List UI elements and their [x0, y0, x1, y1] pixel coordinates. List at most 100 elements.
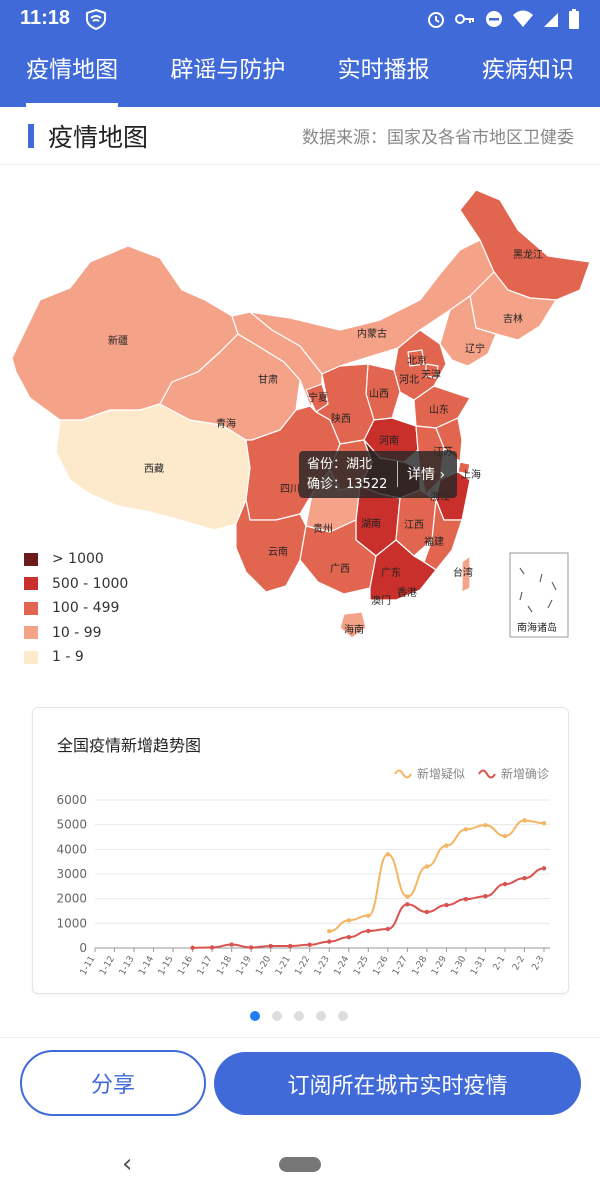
trend-chart-title: 全国疫情新增趋势图: [57, 736, 202, 755]
x-tick-label: 1-19: [235, 954, 254, 977]
x-tick-label: 2-3: [531, 955, 547, 973]
tab-live-report[interactable]: 实时播报: [337, 57, 430, 83]
battery-icon: [569, 8, 579, 29]
x-tick-label: 1-11: [79, 955, 98, 978]
legend-item[interactable]: 500 - 1000: [24, 572, 128, 597]
series-point-1: [346, 934, 351, 940]
subscribe-city-button[interactable]: 订阅所在城市实时疫情: [214, 1052, 581, 1115]
x-tick-label: 1-27: [391, 955, 410, 978]
legend-item[interactable]: 1 - 9: [24, 645, 128, 670]
legend-label: 10 - 99: [52, 624, 102, 641]
tab-rumor-protection[interactable]: 辟谣与防护: [170, 57, 286, 83]
pager-dot[interactable]: [294, 1011, 304, 1021]
map-label-fujian: 福建: [424, 535, 444, 548]
legend-label: 100 - 499: [52, 600, 120, 617]
x-tick-label: 1-14: [137, 954, 156, 977]
series-point-0: [541, 820, 547, 826]
legend-item[interactable]: > 1000: [24, 547, 128, 572]
y-tick-label: 3000: [56, 867, 87, 881]
x-tick-label: 1-31: [469, 955, 488, 978]
series-point-0: [444, 843, 449, 848]
tab-epidemic-map[interactable]: 疫情地图: [20, 37, 124, 107]
province-hainan[interactable]: [339, 611, 367, 639]
series-point-0: [385, 852, 391, 857]
series-line-0: [329, 819, 545, 933]
tooltip-detail-link[interactable]: 详情 ›: [407, 467, 446, 483]
pager-dot[interactable]: [338, 1011, 348, 1021]
y-tick-label: 2000: [56, 892, 87, 906]
tooltip-divider: [397, 461, 398, 487]
map-label-guizhou: 贵州: [313, 522, 333, 535]
legend-swatch: [24, 577, 38, 591]
bottom-action-bar: 分享 订阅所在城市实时疫情: [0, 1037, 600, 1127]
legend-wave-icon: [394, 769, 412, 779]
pager-dot[interactable]: [272, 1011, 282, 1021]
x-tick-label: 1-17: [196, 955, 215, 978]
series-line-1: [192, 867, 545, 949]
home-pill-icon[interactable]: [279, 1157, 321, 1172]
series-point-1: [541, 866, 547, 871]
y-tick-label: 6000: [56, 793, 87, 807]
province-taiwan[interactable]: [461, 555, 471, 593]
province-beijing[interactable]: [407, 349, 425, 367]
back-icon[interactable]: ‹: [122, 1149, 133, 1179]
chart-legend-label: 新增确诊: [501, 766, 549, 781]
pager-dot[interactable]: [316, 1011, 326, 1021]
x-tick-label: 1-24: [333, 954, 352, 977]
series-point-0: [424, 864, 430, 869]
map-label-taiwan: 台湾: [453, 566, 473, 579]
signal-icon: [544, 12, 558, 27]
legend-item[interactable]: 10 - 99: [24, 621, 128, 646]
series-point-1: [405, 902, 410, 907]
alarm-icon: [428, 11, 444, 28]
x-tick-label: 1-26: [372, 954, 391, 977]
province-tooltip[interactable]: 省份：湖北 确诊：13522 详情 ›: [299, 451, 457, 498]
x-tick-label: 2-1: [492, 955, 508, 973]
share-button[interactable]: 分享: [20, 1050, 206, 1116]
y-tick-label: 4000: [56, 842, 87, 856]
map-label-sichuan: 四川: [280, 484, 300, 495]
status-bar: 11:18: [0, 0, 600, 37]
province-liaoning[interactable]: [439, 295, 497, 367]
series-point-1: [463, 896, 469, 902]
pager-dot[interactable]: [250, 1011, 260, 1021]
series-point-0: [405, 894, 410, 899]
x-tick-label: 1-30: [450, 954, 469, 977]
map-label-shanghai: 上海: [461, 468, 481, 481]
legend-swatch: [24, 650, 38, 664]
map-label-shanxi: 山西: [369, 388, 389, 400]
x-tick-label: 1-20: [254, 954, 273, 977]
map-label-yunnan: 云南: [268, 545, 288, 558]
map-label-qinghai: 青海: [216, 417, 236, 430]
data-source-text: 数据来源：国家及各省市地区卫健委: [302, 128, 574, 148]
series-point-1: [288, 943, 293, 949]
series-point-1: [483, 894, 488, 899]
y-tick-label: 0: [79, 941, 87, 955]
map-label-shandong: 山东: [429, 403, 449, 416]
section-header: 疫情地图 数据来源：国家及各省市地区卫健委: [0, 107, 600, 165]
pager-dots: [250, 1011, 348, 1021]
legend-item[interactable]: 100 - 499: [24, 596, 128, 621]
series-point-0: [522, 818, 527, 823]
status-time: 11:18: [20, 7, 71, 29]
map-label-jilin: 吉林: [503, 312, 523, 325]
province-tianjin[interactable]: [425, 363, 439, 379]
nanhai-inset: [509, 552, 569, 638]
do-not-disturb-icon: [486, 10, 502, 27]
key-icon: [455, 13, 474, 24]
x-tick-label: 1-25: [352, 955, 371, 978]
series-point-1: [327, 939, 332, 944]
province-shanghai[interactable]: [457, 461, 471, 475]
map-label-tianjin: 天津: [421, 369, 441, 381]
trend-chart-card: 全国疫情新增趋势图 0 1000 2000 3000 4000 5000 6000 1-11 1…: [32, 707, 569, 994]
tab-disease-knowledge[interactable]: 疾病知识: [481, 57, 574, 83]
x-tick-label: 1-22: [293, 955, 312, 978]
map-label-guangxi: 广西: [330, 563, 350, 575]
map-label-neimenggu: 内蒙古: [357, 327, 387, 340]
x-tick-label: 1-12: [98, 955, 117, 978]
map-label-xinjiang: 新疆: [108, 334, 128, 347]
map-label-henan: 河南: [379, 434, 399, 447]
tooltip-province: 省份：湖北: [307, 457, 373, 472]
province-guangdong[interactable]: [369, 539, 437, 601]
